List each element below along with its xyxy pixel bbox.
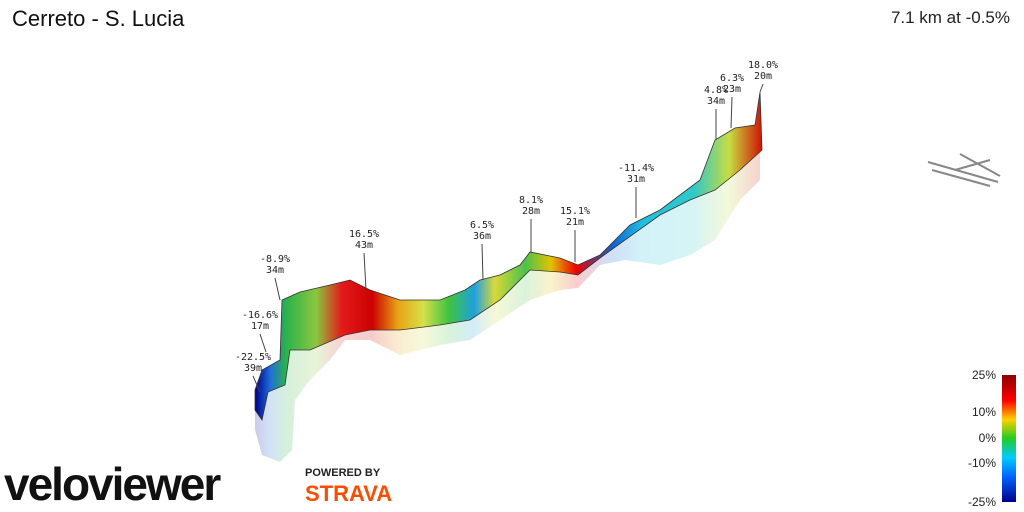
legend-tick: 0% bbox=[979, 431, 997, 445]
legend-tick: -25% bbox=[968, 495, 996, 509]
legend-tick: 25% bbox=[972, 368, 996, 382]
annotation-grade: 4.8% bbox=[704, 85, 728, 96]
annotation-leader bbox=[363, 252, 367, 291]
annotation-distance: 34m bbox=[266, 265, 284, 276]
annotation-distance: 28m bbox=[522, 206, 540, 217]
colorbar bbox=[1002, 375, 1016, 502]
annotation-grade: 16.5% bbox=[349, 229, 379, 240]
annotation-leader bbox=[759, 83, 764, 93]
legend-tick: -10% bbox=[968, 456, 996, 470]
annotation-grade: -11.4% bbox=[618, 163, 654, 174]
annotation-distance: 43m bbox=[355, 240, 373, 251]
annotation-grade: -16.6% bbox=[242, 310, 278, 321]
annotation-grade: 6.3% bbox=[720, 73, 744, 84]
annotation-distance: 17m bbox=[251, 321, 269, 332]
annotation-grade: -8.9% bbox=[260, 254, 290, 265]
annotation-distance: 21m bbox=[566, 217, 584, 228]
annotation-grade: 8.1% bbox=[519, 195, 543, 206]
strava-logo: STRAVA bbox=[305, 481, 392, 506]
annotation-distance: 39m bbox=[244, 363, 262, 374]
annotation-distance: 20m bbox=[754, 71, 772, 82]
veloviewer-logo: veloviewer bbox=[4, 458, 221, 510]
compass bbox=[927, 153, 1001, 187]
powered-by: POWERED BY bbox=[305, 467, 381, 479]
annotation-grade: 6.5% bbox=[470, 220, 494, 231]
annotation-distance: 31m bbox=[627, 174, 645, 185]
annotation-leader bbox=[274, 277, 281, 301]
annotation-leader bbox=[730, 96, 733, 129]
annotation-grade: 15.1% bbox=[560, 206, 590, 217]
annotation-distance: 23m bbox=[723, 84, 741, 95]
annotation-leader bbox=[259, 333, 267, 353]
profile-ribbon bbox=[254, 91, 763, 421]
annotation-leader bbox=[481, 243, 484, 281]
annotation-grade: 18.0% bbox=[748, 60, 778, 71]
annotation-distance: 34m bbox=[707, 96, 725, 107]
annotation-leader bbox=[252, 375, 261, 393]
annotation-distance: 36m bbox=[473, 231, 491, 242]
summary: 7.1 km at -0.5% bbox=[890, 8, 1010, 27]
title: Cerreto - S. Lucia bbox=[12, 6, 185, 31]
annotation-grade: -22.5% bbox=[235, 352, 271, 363]
legend-tick: 10% bbox=[972, 405, 996, 419]
